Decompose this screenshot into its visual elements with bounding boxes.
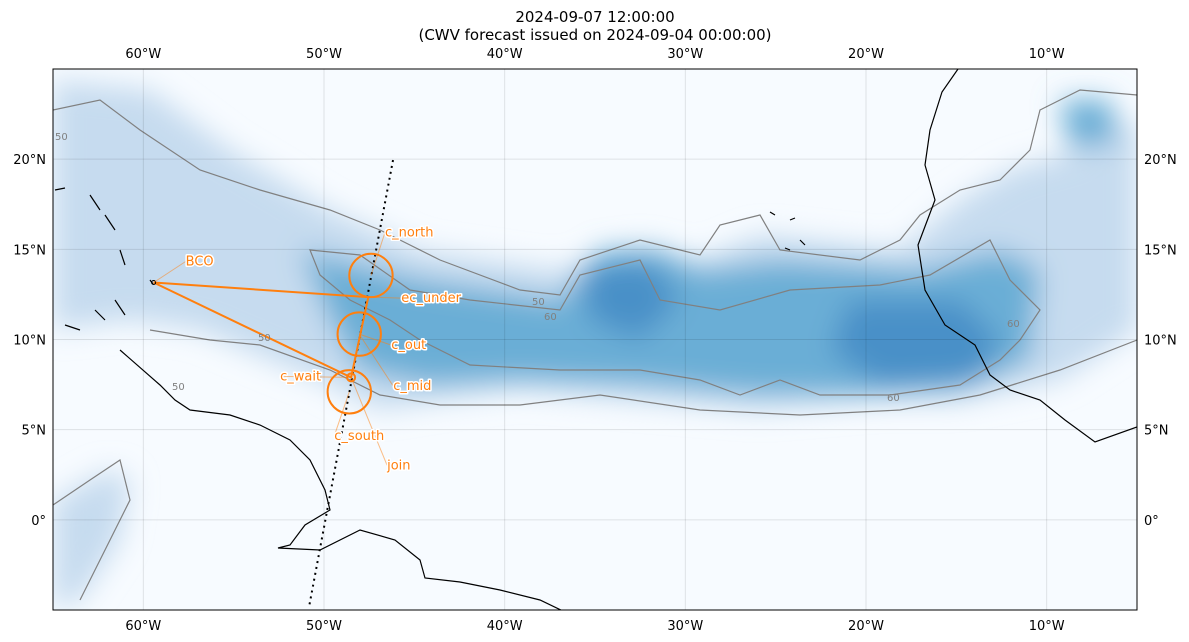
contour-50-sw xyxy=(53,459,131,601)
contour-50-north xyxy=(53,89,1137,296)
lat-tick-right: 15°N xyxy=(1144,243,1177,258)
contour-labels: 50 50 60 50 60 60 50 xyxy=(55,132,1020,404)
lon-tick-top: 50°W xyxy=(306,47,342,62)
map-frame xyxy=(52,68,1138,611)
leader-BCO xyxy=(153,261,186,283)
title-line-1: 2024-09-07 12:00:00 xyxy=(515,8,674,26)
lon-tick-bottom: 20°W xyxy=(848,619,884,634)
lon-tick-bottom: 40°W xyxy=(487,619,523,634)
lon-tick-top: 20°W xyxy=(848,47,884,62)
contour-label: 60 xyxy=(544,312,557,323)
flight-track xyxy=(153,281,370,379)
label-c-out: c_out xyxy=(391,338,426,353)
lon-tick-top: 10°W xyxy=(1029,47,1065,62)
label-c-mid: c_mid xyxy=(393,379,431,394)
leader-ec-under xyxy=(368,296,402,299)
lon-tick-top: 40°W xyxy=(487,47,523,62)
coastline-south-america xyxy=(119,349,563,610)
contour-label: 50 xyxy=(532,297,545,308)
contour-label: 50 xyxy=(172,382,185,393)
label-BCO: BCO xyxy=(186,255,214,270)
contour-label: 60 xyxy=(1007,319,1020,330)
label-join: join xyxy=(386,458,410,473)
leader-c-mid xyxy=(358,333,394,387)
lat-tick-right: 5°N xyxy=(1144,424,1169,439)
gridlines xyxy=(53,69,1137,610)
lat-tick-left: 20°N xyxy=(13,153,46,168)
leader-join xyxy=(350,377,388,466)
lat-tick-left: 10°N xyxy=(13,334,46,349)
axis-ticks: 60°W 60°W 50°W 50°W 40°W 40°W 30°W 30°W 20°W 20°W… xyxy=(13,47,1177,634)
lon-tick-bottom: 30°W xyxy=(667,619,703,634)
ec-track-line xyxy=(308,159,394,608)
cwv-contours xyxy=(53,89,1137,601)
lat-tick-right: 0° xyxy=(1144,514,1159,529)
contour-label: 60 xyxy=(887,393,900,404)
flight-plan xyxy=(151,159,402,608)
coastline-africa xyxy=(917,69,1137,443)
leader-c-south xyxy=(333,391,350,436)
contour-label: 50 xyxy=(55,132,68,143)
cape-verde-islands xyxy=(769,211,806,251)
contour-label: 50 xyxy=(258,333,271,344)
lon-tick-bottom: 50°W xyxy=(306,619,342,634)
lon-tick-bottom: 10°W xyxy=(1029,619,1065,634)
bco-marker xyxy=(151,280,157,286)
lon-tick-top: 60°W xyxy=(125,47,161,62)
label-c-wait: c_wait xyxy=(280,369,321,384)
title-line-2: (CWV forecast issued on 2024-09-04 00:00… xyxy=(418,26,771,44)
label-c-north: c_north xyxy=(385,225,434,240)
lat-tick-left: 15°N xyxy=(13,243,46,258)
label-ec-under: ec_under xyxy=(401,291,461,306)
circle-c-south xyxy=(326,369,372,415)
leader-c-north xyxy=(370,232,386,276)
lat-tick-left: 5°N xyxy=(22,424,47,439)
contour-60 xyxy=(309,239,1041,396)
lat-tick-left: 0° xyxy=(31,514,46,529)
lat-tick-right: 20°N xyxy=(1144,153,1177,168)
lat-tick-right: 10°N xyxy=(1144,334,1177,349)
lon-tick-top: 30°W xyxy=(667,47,703,62)
leader-c-out xyxy=(359,333,392,346)
contour-50-south xyxy=(149,329,1137,416)
lon-tick-bottom: 60°W xyxy=(125,619,161,634)
circle-c-out xyxy=(336,311,382,357)
label-c-south: c_south xyxy=(334,429,384,444)
leader-c-wait xyxy=(280,375,352,378)
